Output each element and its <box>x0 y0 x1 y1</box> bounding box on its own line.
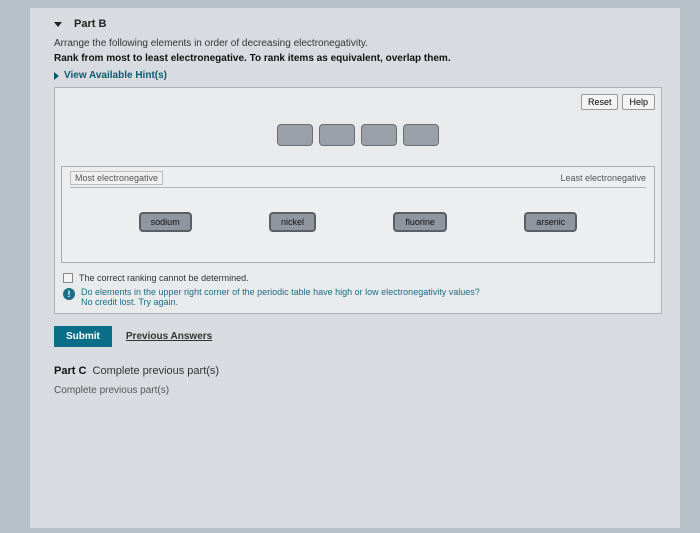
chip-fluorine[interactable]: fluorine <box>393 212 447 232</box>
help-button[interactable]: Help <box>622 94 655 110</box>
instruction-text: Arrange the following elements in order … <box>54 38 662 49</box>
part-c-row[interactable]: Part C Complete previous part(s) <box>54 365 662 377</box>
caret-right-icon <box>54 72 59 80</box>
cannot-determine-row[interactable]: The correct ranking cannot be determined… <box>63 273 655 283</box>
page-container: Part B Arrange the following elements in… <box>30 8 680 528</box>
submit-button[interactable]: Submit <box>54 326 112 347</box>
part-d-row: Complete previous part(s) <box>54 385 662 396</box>
feedback-line1: Do elements in the upper right corner of… <box>81 287 480 297</box>
submit-row: Submit Previous Answers <box>54 326 662 347</box>
chip-row: sodium nickel fluorine arsenic <box>70 212 646 232</box>
previous-answers-link[interactable]: Previous Answers <box>126 331 212 342</box>
rank-left-label: Most electronegative <box>70 171 163 185</box>
toolbar: Reset Help <box>61 94 655 110</box>
rank-area: Most electronegative Least electronegati… <box>61 166 655 263</box>
part-c-status: Complete previous part(s) <box>93 365 220 377</box>
rank-right-label: Least electronegative <box>560 171 646 185</box>
caret-down-icon <box>54 22 62 27</box>
chip-sodium[interactable]: sodium <box>139 212 192 232</box>
alert-icon: ! <box>63 288 75 300</box>
rank-labels: Most electronegative Least electronegati… <box>70 171 646 185</box>
part-d-text: Complete previous part(s) <box>54 385 169 396</box>
drop-slots <box>61 124 655 146</box>
hints-toggle[interactable]: View Available Hint(s) <box>54 70 662 81</box>
checkbox-icon[interactable] <box>63 273 73 283</box>
part-c-label: Part C <box>54 365 86 377</box>
slot[interactable] <box>403 124 439 146</box>
reset-button[interactable]: Reset <box>581 94 619 110</box>
hints-label: View Available Hint(s) <box>64 70 167 81</box>
chip-arsenic[interactable]: arsenic <box>524 212 577 232</box>
rank-separator <box>70 187 646 188</box>
feedback-line2: No credit lost. Try again. <box>81 297 480 307</box>
work-area: Reset Help Most electronegative Least el… <box>54 87 662 314</box>
slot[interactable] <box>319 124 355 146</box>
part-label: Part B <box>74 18 106 30</box>
chip-nickel[interactable]: nickel <box>269 212 316 232</box>
cannot-determine-label: The correct ranking cannot be determined… <box>79 273 249 283</box>
slot[interactable] <box>361 124 397 146</box>
feedback: ! Do elements in the upper right corner … <box>63 287 655 307</box>
slot[interactable] <box>277 124 313 146</box>
feedback-text: Do elements in the upper right corner of… <box>81 287 480 307</box>
rank-instruction: Rank from most to least electronegative.… <box>54 53 662 64</box>
part-header[interactable]: Part B <box>54 18 662 30</box>
